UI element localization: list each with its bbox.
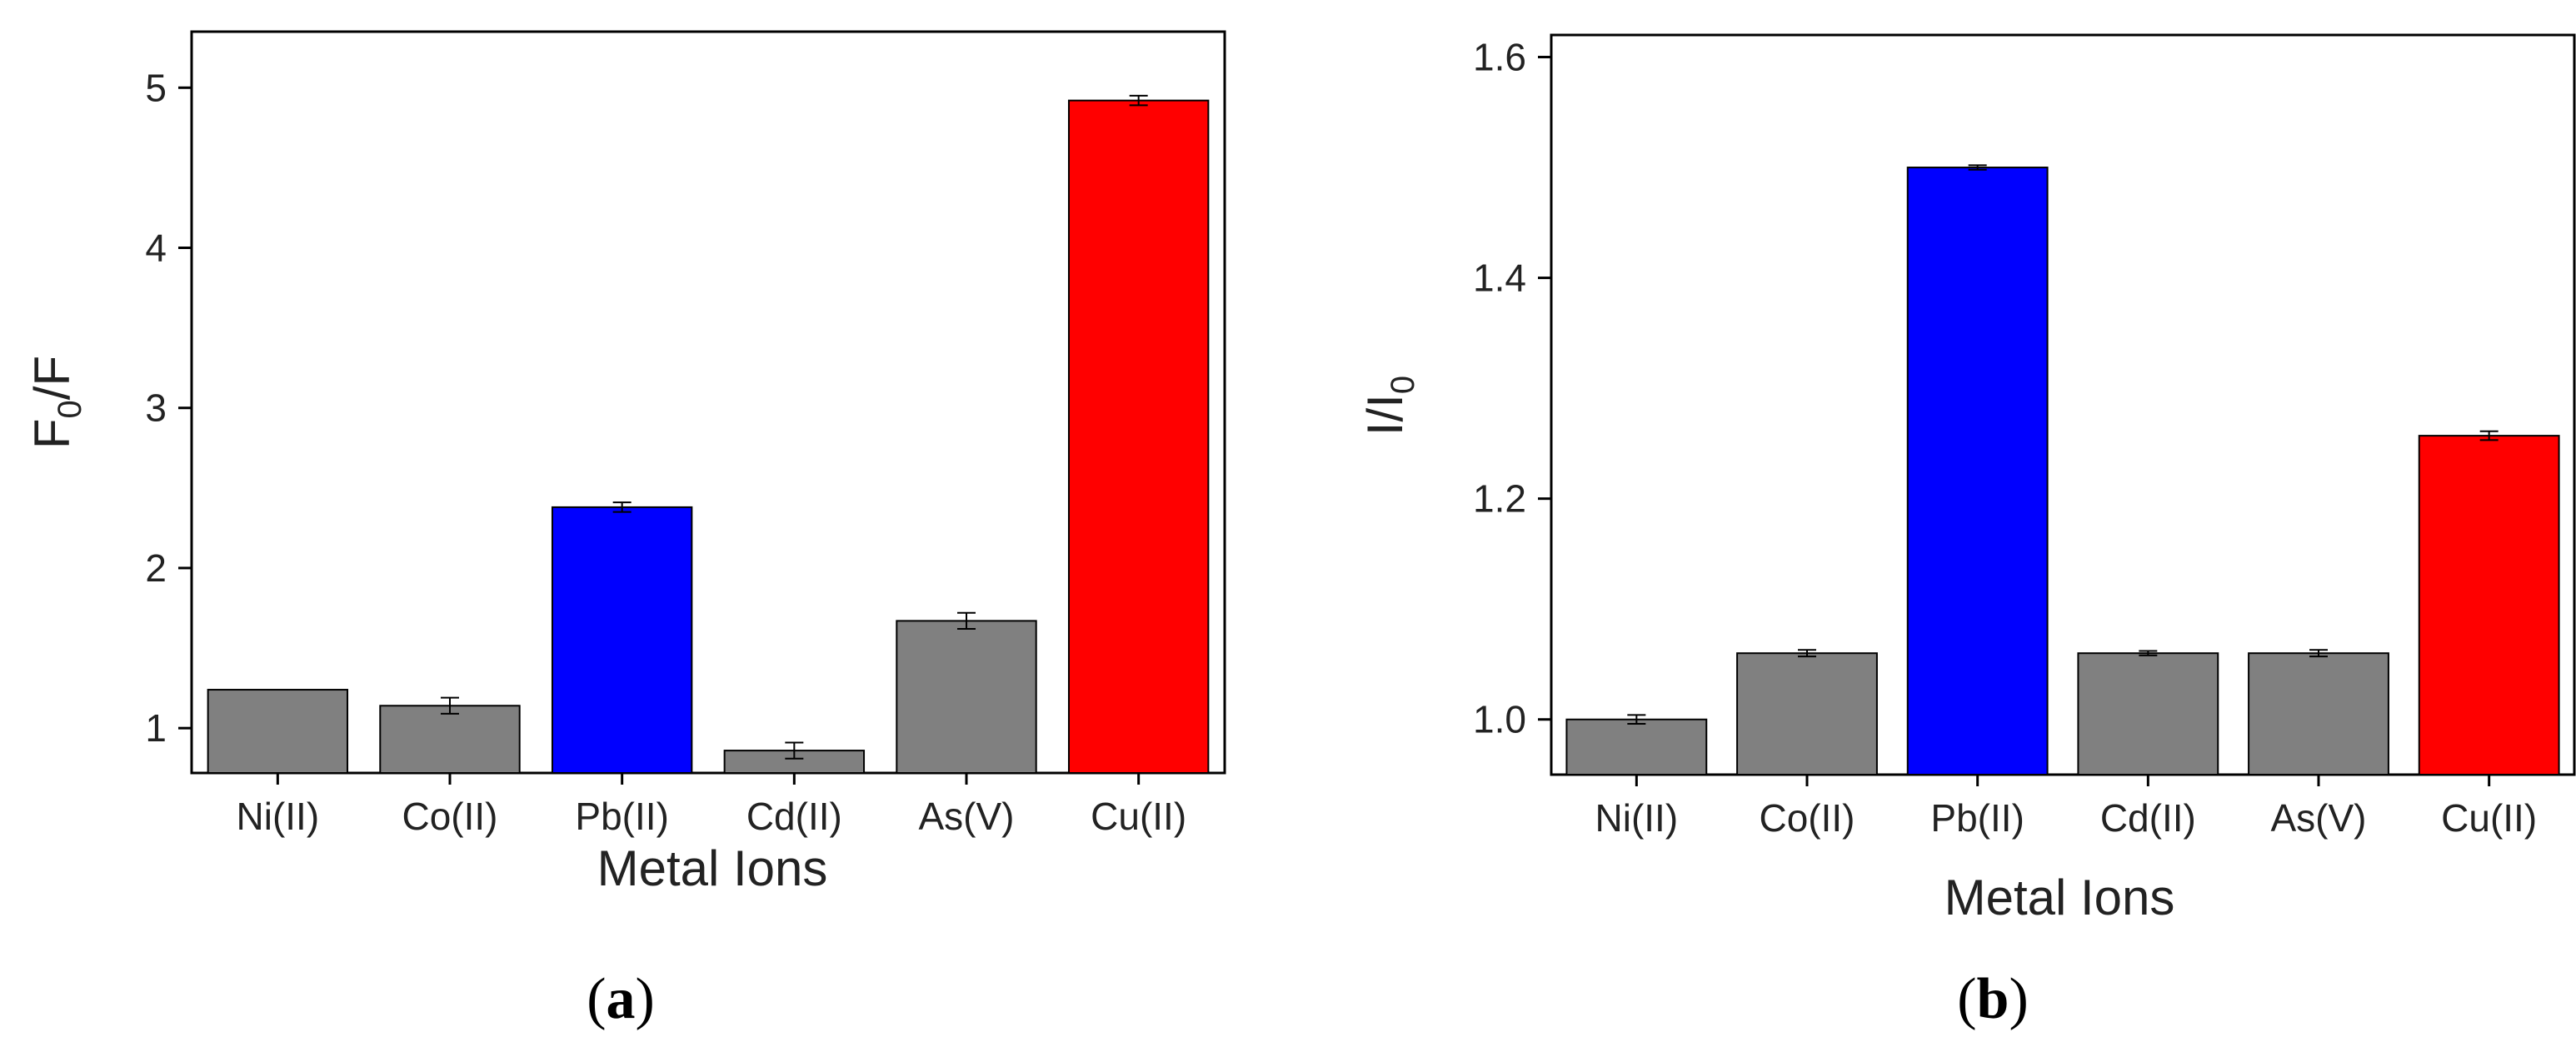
error-bar-b-5	[2479, 430, 2499, 441]
bar-a-1	[379, 705, 521, 775]
y-tick-label-a-1: 2	[145, 546, 167, 590]
panel-b: 1.0 1.2 1.4 1.6 Ni(II) Co(II) Pb(II) Cd(II) As(…	[1357, 33, 2576, 1031]
error-bar-a-1	[441, 696, 459, 715]
plot-frame-a	[190, 30, 1226, 775]
y-tick-label-a-3: 4	[145, 227, 167, 270]
x-tick-label-b-0: Ni(II)	[1595, 796, 1679, 840]
x-tick-label-b-1: Co(II)	[1760, 796, 1855, 840]
x-tick-label-a-0: Ni(II)	[237, 795, 320, 838]
error-bar-a-5	[1129, 94, 1148, 107]
error-bar-a-4	[957, 611, 976, 630]
x-tick-label-b-5: Cu(II)	[2441, 796, 2537, 840]
error-bar-b-1	[1798, 649, 1816, 658]
x-ticks-b: Ni(II) Co(II) Pb(II) Cd(II) As(V) Cu(II)	[1595, 775, 2537, 840]
error-bars-b	[1627, 164, 2499, 725]
y-tick-label-a-2: 3	[145, 386, 167, 430]
bar-a-5	[1067, 99, 1210, 774]
y-tick-label-b-1: 1.2	[1473, 477, 1526, 521]
y-tick-label-a-4: 5	[145, 66, 167, 109]
bar-a-2	[551, 506, 693, 774]
x-axis-title-a: Metal Ions	[597, 840, 828, 896]
error-bar-a-3	[785, 741, 804, 760]
x-tick-label-a-5: Cu(II)	[1091, 795, 1186, 838]
bar-b-1	[1736, 652, 1878, 776]
panel-a: 1 2 3 4 5 Ni(II) Co(II) Pb(II) Cd(II) As(V) Cu(II…	[24, 30, 1226, 1031]
plot-frame-b	[1550, 33, 2576, 776]
error-bars-a	[441, 94, 1148, 760]
bar-b-2	[1906, 167, 2049, 775]
y-tick-label-b-0: 1.0	[1473, 698, 1526, 741]
y-axis-title-a: F0/F	[24, 356, 88, 449]
bar-b-3	[2077, 652, 2219, 776]
bar-a-4	[896, 620, 1037, 774]
bars-b	[1565, 167, 2560, 776]
error-bar-b-0	[1627, 714, 1646, 725]
panel-label-b: (b)	[1957, 967, 2029, 1031]
bar-a-0	[207, 689, 349, 775]
bar-b-5	[2418, 435, 2560, 776]
bar-b-0	[1565, 718, 1708, 775]
x-tick-label-a-3: Cd(II)	[746, 795, 842, 838]
error-bar-a-2	[612, 501, 632, 513]
x-tick-label-a-2: Pb(II)	[575, 795, 668, 838]
y-axis-title-b: I/I0	[1357, 376, 1421, 436]
y-tick-label-a-0: 1	[145, 706, 167, 750]
x-tick-label-b-3: Cd(II)	[2100, 796, 2196, 840]
y-tick-label-b-2: 1.4	[1473, 257, 1526, 300]
x-axis-title-b: Metal Ions	[1944, 870, 2175, 925]
error-bar-b-3	[2139, 650, 2158, 656]
y-tick-label-b-3: 1.6	[1473, 36, 1526, 79]
y-ticks-b: 1.0 1.2 1.4 1.6	[1473, 36, 1551, 741]
x-tick-label-b-4: As(V)	[2271, 796, 2367, 840]
bar-b-4	[2248, 652, 2389, 776]
x-ticks-a: Ni(II) Co(II) Pb(II) Cd(II) As(V) Cu(II)	[237, 773, 1186, 838]
y-ticks-a: 1 2 3 4 5	[145, 66, 192, 750]
bars-a	[207, 99, 1210, 775]
x-tick-label-a-1: Co(II)	[402, 795, 498, 838]
error-bar-b-4	[2309, 649, 2328, 658]
x-tick-label-b-2: Pb(II)	[1930, 796, 2024, 840]
error-bar-b-2	[1968, 164, 1987, 171]
panel-label-a: (a)	[587, 967, 655, 1031]
x-tick-label-a-4: As(V)	[919, 795, 1015, 838]
